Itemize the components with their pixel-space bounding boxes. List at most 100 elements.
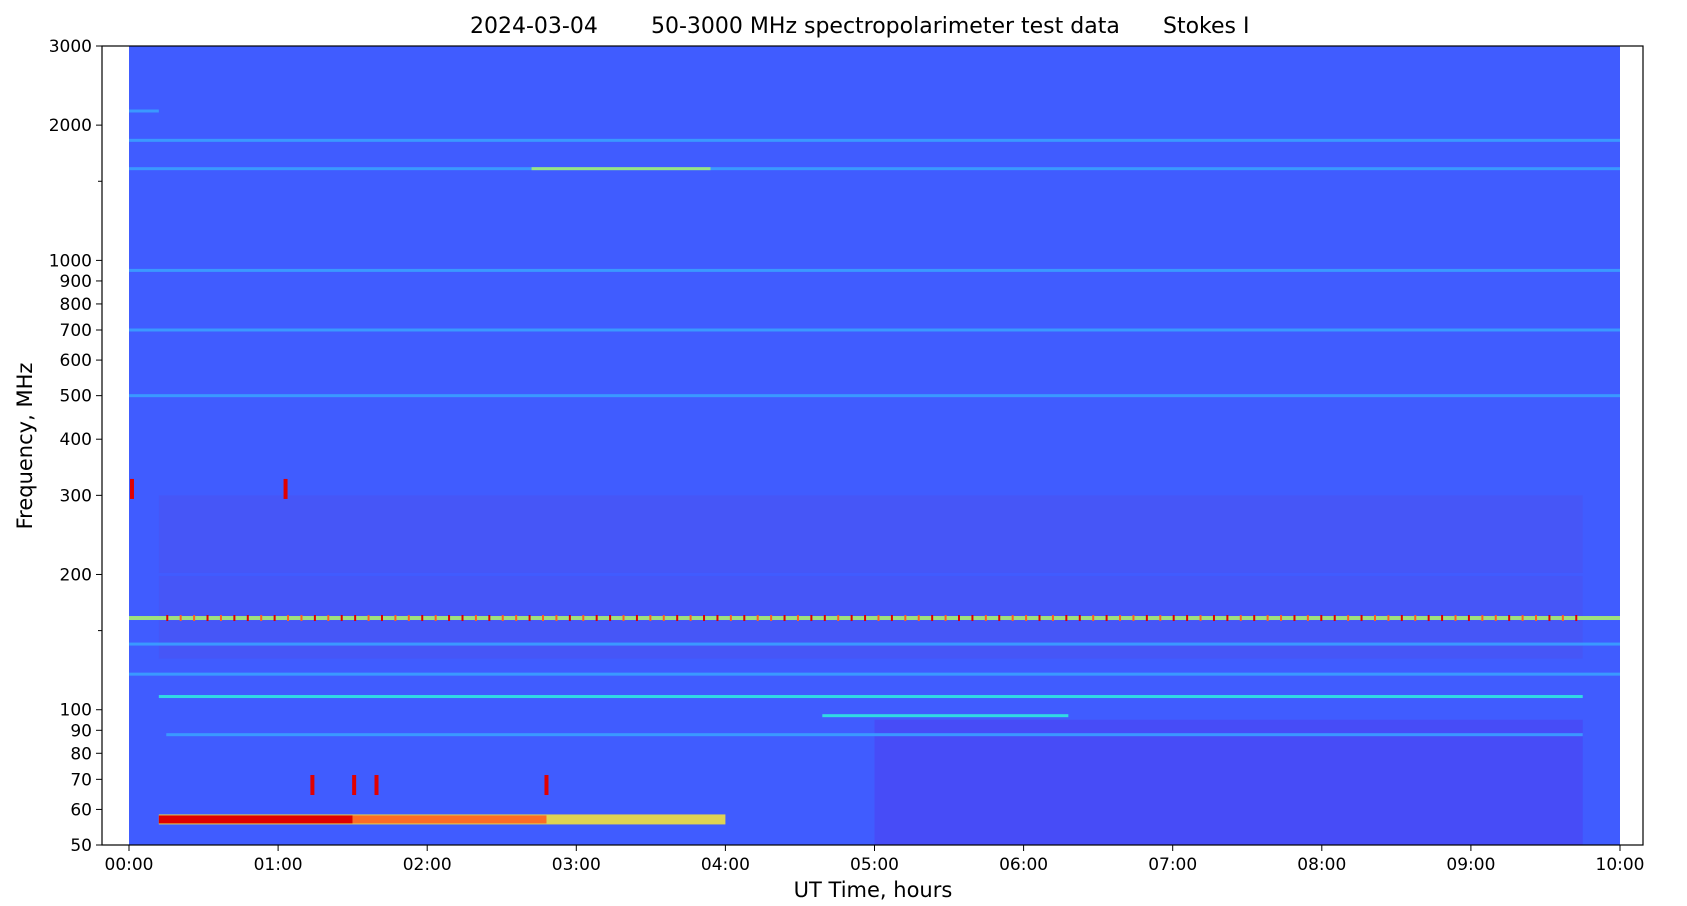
frequency-band-500: [129, 394, 1620, 398]
rfi-marker: [984, 615, 987, 622]
rfi-marker: [703, 615, 706, 622]
y-tick-label: 3000: [49, 37, 92, 57]
y-tick-label: 2000: [49, 116, 92, 136]
rfi-marker: [1521, 615, 1524, 622]
y-tick-label: 800: [60, 295, 92, 315]
x-tick-label: 00:00: [105, 855, 154, 875]
rfi-marker: [1078, 615, 1081, 622]
rfi-marker: [1266, 615, 1269, 622]
rfi-marker: [166, 615, 169, 622]
frequency-band-200: [129, 572, 1620, 576]
rfi-marker: [193, 615, 196, 622]
rfi-marker: [837, 615, 840, 622]
frequency-band-120: [129, 672, 1620, 676]
x-tick-label: 05:00: [850, 855, 899, 875]
y-tick-label: 100: [60, 701, 92, 721]
rfi-marker: [1293, 615, 1296, 622]
rfi-marker: [394, 615, 397, 622]
rfi-marker: [622, 615, 625, 622]
rfi-marker: [1360, 615, 1363, 622]
low-freq-region: [874, 719, 1583, 845]
rfi-marker: [1535, 615, 1538, 622]
x-tick-label: 07:00: [1148, 855, 1197, 875]
x-tick-label: 09:00: [1446, 855, 1495, 875]
band-peak-1600: [531, 167, 711, 171]
rfi-marker: [957, 615, 960, 622]
rfi-marker: [1454, 615, 1457, 622]
hot-spot-0: [310, 774, 315, 795]
rfi-marker: [810, 615, 813, 622]
rfi-marker: [260, 615, 263, 622]
x-tick-label: 03:00: [552, 855, 601, 875]
rfi-marker: [287, 615, 290, 622]
rfi-marker: [515, 615, 518, 622]
rfi-marker: [219, 615, 222, 622]
rfi-marker: [434, 615, 437, 622]
rfi-marker: [689, 615, 692, 622]
spectrogram-background: [129, 46, 1620, 845]
rfi-marker: [273, 615, 276, 622]
rfi-marker: [461, 615, 464, 622]
rfi-marker: [662, 615, 665, 622]
rfi-marker: [1306, 615, 1309, 622]
rfi-marker: [1548, 615, 1551, 622]
y-tick-label: 600: [60, 351, 92, 371]
rfi-marker: [488, 615, 491, 622]
rfi-marker: [1226, 615, 1229, 622]
rfi-marker: [313, 615, 316, 622]
x-tick-label: 10:00: [1596, 855, 1645, 875]
x-tick-label: 02:00: [403, 855, 452, 875]
rfi-marker: [528, 615, 531, 622]
rfi-marker: [1481, 615, 1484, 622]
rfi-marker: [179, 615, 182, 622]
rfi-marker: [729, 615, 732, 622]
rfi-marker: [421, 615, 424, 622]
rfi-marker: [1508, 615, 1511, 622]
rfi-marker: [1065, 615, 1068, 622]
hot-spot-3: [544, 774, 549, 795]
rfi-marker: [1441, 615, 1444, 622]
rfi-marker: [1119, 615, 1122, 622]
rfi-marker: [1092, 615, 1095, 622]
frequency-band-2150: [129, 109, 159, 113]
rfi-marker: [1105, 615, 1108, 622]
rfi-marker: [649, 615, 652, 622]
rfi-marker: [1494, 615, 1497, 622]
rfi-marker: [1400, 615, 1403, 622]
y-tick-label: 400: [60, 430, 92, 450]
rfi-marker: [1172, 615, 1175, 622]
y-tick-label: 80: [70, 744, 92, 764]
rfi-marker: [850, 615, 853, 622]
rfi-marker: [877, 615, 880, 622]
y-tick-label: 200: [60, 565, 92, 585]
rfi-marker: [1347, 615, 1350, 622]
frequency-band-1600: [129, 167, 1620, 171]
frequency-band-400: [129, 437, 1620, 441]
rfi-marker: [555, 615, 558, 622]
rfi-marker: [1373, 615, 1376, 622]
y-tick-label: 700: [60, 321, 92, 341]
rfi-marker: [300, 615, 303, 622]
y-tick-label: 900: [60, 272, 92, 292]
rfi-marker: [1159, 615, 1162, 622]
hot-spot-4: [283, 478, 288, 499]
frequency-band-88: [166, 733, 1583, 737]
chart-title-date: 2024-03-04: [470, 14, 598, 39]
rfi-marker: [1199, 615, 1202, 622]
rfi-marker: [1212, 615, 1215, 622]
frequency-band-140: [129, 642, 1620, 646]
rfi-marker: [1051, 615, 1054, 622]
frequency-band-790: [129, 304, 1620, 308]
rfi-marker: [770, 615, 773, 622]
hot-spot-2: [374, 774, 379, 795]
rfi-marker: [1038, 615, 1041, 622]
rfi-marker: [944, 615, 947, 622]
chart-title-stokes: Stokes I: [1163, 14, 1250, 39]
frequency-band-1850: [129, 138, 1620, 142]
rfi-marker: [1427, 615, 1430, 622]
rfi-marker: [1575, 615, 1578, 622]
frequency-band-107: [158, 695, 1583, 699]
rfi-marker: [1414, 615, 1417, 622]
